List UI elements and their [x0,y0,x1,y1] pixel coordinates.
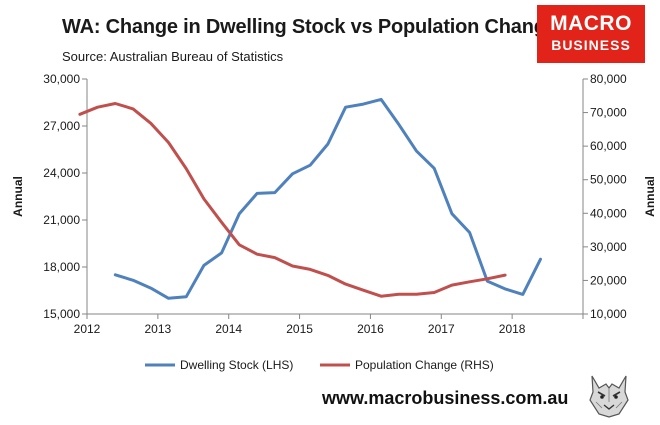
right-axis-tick-label: 40,000 [590,206,627,220]
left-axis-tick-label: 30,000 [43,72,80,86]
chart-subtitle: Source: Australian Bureau of Statistics [62,49,284,64]
x-axis-tick-label: 2014 [215,322,242,336]
left-axis-tick-label: 27,000 [43,119,80,133]
left-axis-tick-label: 18,000 [43,260,80,274]
x-axis-tick-label: 2012 [74,322,101,336]
left-axis-tick-label: 24,000 [43,166,80,180]
x-axis-tick-label: 2013 [145,322,172,336]
right-axis-tick-label: 20,000 [590,273,627,287]
x-axis-tick-label: 2017 [428,322,455,336]
left-axis-title: Annual [11,176,25,217]
legend-label: Dwelling Stock (LHS) [180,358,293,372]
right-axis-tick-label: 70,000 [590,106,627,120]
right-axis-title: Annual [643,176,657,217]
chart-title: WA: Change in Dwelling Stock vs Populati… [62,16,557,38]
logo-line-1: MACRO [550,12,632,35]
x-axis-tick-label: 2015 [286,322,313,336]
right-axis-tick-label: 50,000 [590,173,627,187]
legend-label: Population Change (RHS) [355,358,494,372]
population-change-line [78,102,507,298]
right-axis-tick-label: 80,000 [590,72,627,86]
logo-line-2: BUSINESS [551,37,631,53]
x-axis-tick-label: 2016 [357,322,384,336]
macrobusiness-logo: MACRO BUSINESS [537,5,645,63]
right-axis-tick-label: 30,000 [590,240,627,254]
footer-url: www.macrobusiness.com.au [322,388,569,408]
left-axis-tick-label: 21,000 [43,213,80,227]
dwelling-stock-line [113,97,542,300]
wolf-logo-icon [584,372,634,418]
left-axis-tick-label: 15,000 [43,307,80,321]
right-axis-tick-label: 10,000 [590,307,627,321]
right-axis-tick-label: 60,000 [590,139,627,153]
x-axis-tick-label: 2018 [499,322,526,336]
